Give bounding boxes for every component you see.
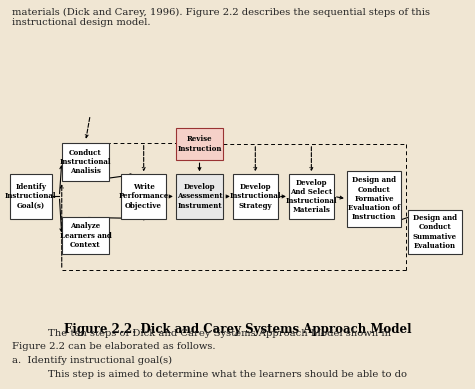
FancyBboxPatch shape	[62, 143, 109, 181]
FancyBboxPatch shape	[176, 128, 223, 160]
Text: Design and
Conduct
Formative
Evaluation of
Instruction: Design and Conduct Formative Evaluation …	[348, 176, 400, 221]
Text: Identify
Instructional
Goal(s): Identify Instructional Goal(s)	[5, 183, 57, 210]
FancyBboxPatch shape	[121, 174, 166, 219]
FancyBboxPatch shape	[347, 171, 401, 227]
Text: This step is aimed to determine what the learners should be able to do: This step is aimed to determine what the…	[48, 370, 407, 378]
Text: Revise
Instruction: Revise Instruction	[177, 135, 222, 152]
Text: Conduct
Instructional
Analisis: Conduct Instructional Analisis	[60, 149, 111, 175]
Text: Figure 2.2. Dick and Carey Systems Approach Model: Figure 2.2. Dick and Carey Systems Appro…	[64, 322, 411, 336]
Text: materials (Dick and Carey, 1996). Figure 2.2 describes the sequential steps of t: materials (Dick and Carey, 1996). Figure…	[12, 8, 430, 17]
Text: Design and
Conduct
Summative
Evaluation: Design and Conduct Summative Evaluation	[413, 214, 457, 250]
FancyBboxPatch shape	[289, 174, 334, 219]
FancyBboxPatch shape	[10, 174, 52, 219]
Text: Develop
Assessment
Instrument: Develop Assessment Instrument	[177, 183, 222, 210]
Text: a.  Identify instructional goal(s): a. Identify instructional goal(s)	[12, 356, 172, 365]
Text: instructional design model.: instructional design model.	[12, 18, 151, 26]
FancyBboxPatch shape	[176, 174, 223, 219]
Text: The ten steps of Dick and Carey Systems Approach Model shown in: The ten steps of Dick and Carey Systems …	[48, 329, 390, 338]
Text: Develop
And Select
Instructional
Materials: Develop And Select Instructional Materia…	[285, 179, 337, 214]
Text: Figure 2.2 can be elaborated as follows.: Figure 2.2 can be elaborated as follows.	[12, 342, 215, 351]
FancyBboxPatch shape	[408, 210, 462, 254]
Text: Write
Performance
Objective: Write Performance Objective	[118, 183, 169, 210]
FancyBboxPatch shape	[62, 217, 109, 254]
Text: Develop
Instructional
Strategy: Develop Instructional Strategy	[229, 183, 281, 210]
Text: Analyze
Learners and
Context: Analyze Learners and Context	[60, 223, 111, 249]
FancyBboxPatch shape	[233, 174, 278, 219]
